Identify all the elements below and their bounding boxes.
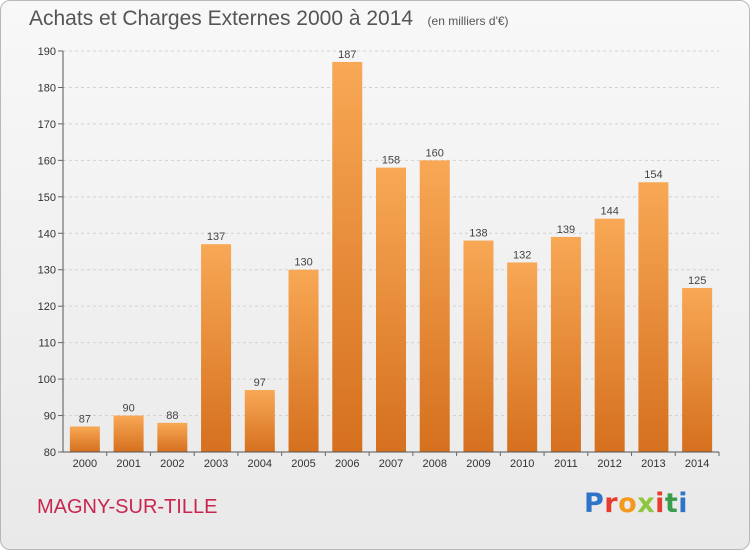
bar	[157, 422, 188, 452]
data-label: 144	[600, 206, 618, 218]
y-tick-label: 170	[38, 119, 56, 131]
y-tick-label: 150	[38, 192, 56, 204]
bar	[419, 160, 450, 452]
bars	[69, 61, 713, 452]
chart-unit: (en milliers d'€)	[427, 14, 509, 28]
y-tick-label: 130	[38, 265, 56, 277]
bar	[332, 61, 363, 452]
bar	[594, 218, 625, 452]
x-tick-label: 2008	[422, 458, 446, 470]
y-tick-label: 180	[38, 82, 56, 94]
bar	[682, 287, 713, 452]
bar	[638, 182, 669, 452]
data-label: 90	[122, 403, 134, 415]
x-tick-label: 2013	[641, 458, 665, 470]
x-tick-label: 2011	[554, 458, 578, 470]
data-label: 187	[338, 49, 356, 61]
data-label: 130	[294, 257, 312, 269]
y-tick-label: 80	[44, 447, 56, 459]
x-tick-label: 2000	[73, 458, 97, 470]
data-label: 137	[207, 231, 225, 243]
proxiti-logo: Proxiti	[584, 488, 689, 519]
bar	[463, 240, 494, 452]
bar	[507, 262, 538, 452]
x-tick-label: 2006	[335, 458, 359, 470]
y-tick-label: 110	[38, 338, 56, 350]
bar	[201, 244, 232, 452]
chart-title: Achats et Charges Externes 2000 à 2014	[29, 7, 414, 30]
bar	[288, 269, 319, 452]
data-label: 160	[426, 147, 444, 159]
y-tick-label: 160	[38, 155, 56, 167]
x-tick-label: 2005	[291, 458, 315, 470]
data-label: 125	[688, 275, 706, 287]
bar	[376, 167, 406, 452]
x-tick-label: 2007	[379, 458, 403, 470]
data-label: 158	[382, 155, 400, 167]
y-tick-label: 190	[38, 46, 56, 58]
bar	[69, 426, 100, 452]
x-tick-label: 2003	[204, 458, 228, 470]
data-label: 88	[166, 410, 178, 422]
x-tick-label: 2004	[248, 458, 272, 470]
town-name: MAGNY-SUR-TILLE	[37, 496, 218, 518]
x-tick-label: 2001	[116, 458, 140, 470]
axes: 80 90 100 110 120 130 140 150 160 170 180 190 2000 20…	[38, 46, 720, 470]
y-tick-label: 140	[38, 228, 56, 240]
y-tick-label: 90	[44, 411, 56, 423]
x-tick-label: 2010	[510, 458, 534, 470]
data-label: 97	[254, 377, 266, 389]
bar	[113, 415, 144, 452]
y-tick-label: 100	[38, 374, 56, 386]
data-label: 132	[513, 249, 531, 261]
labels: 87 90 88 137 97 130 187 158 160 138 132 139 144 154 12…	[79, 49, 707, 426]
x-tick-label: 2002	[160, 458, 184, 470]
data-label: 138	[469, 228, 487, 240]
bar	[550, 236, 581, 452]
y-tick-label: 120	[38, 301, 56, 313]
chart-title-block: Achats et Charges Externes 2000 à 2014 (…	[29, 7, 509, 31]
x-tick-label: 2009	[466, 458, 490, 470]
data-label: 139	[557, 224, 575, 236]
x-tick-label: 2014	[685, 458, 709, 470]
x-tick-label: 2012	[597, 458, 621, 470]
bar	[244, 390, 275, 452]
data-label: 154	[644, 169, 662, 181]
data-label: 87	[79, 413, 91, 425]
